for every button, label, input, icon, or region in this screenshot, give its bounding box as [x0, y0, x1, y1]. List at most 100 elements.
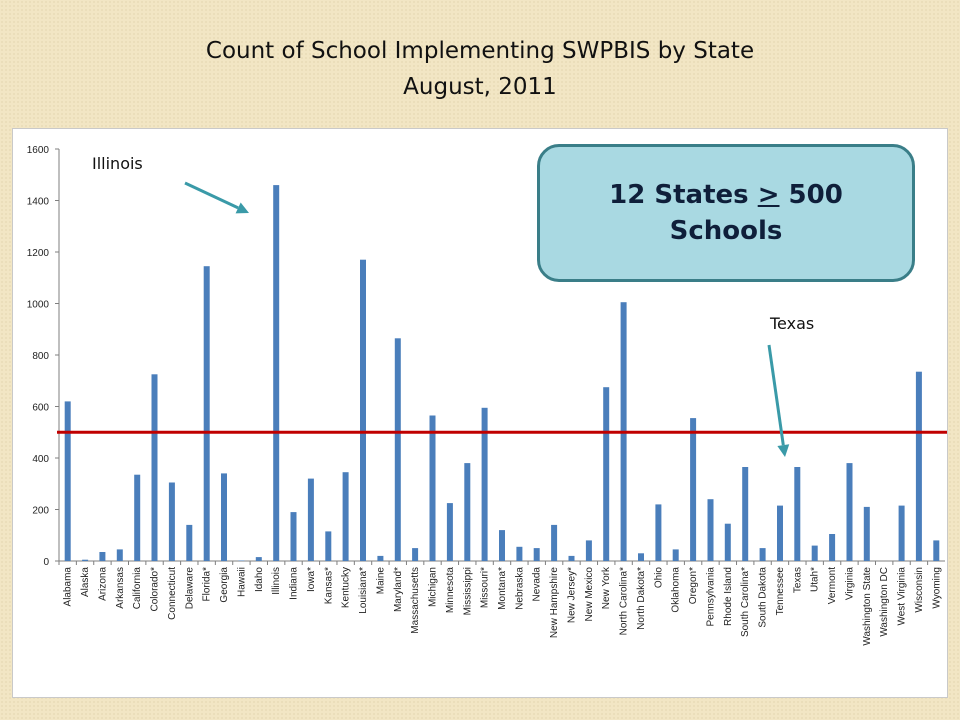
x-tick-label: Ohio	[653, 567, 664, 589]
x-tick-label: Washington DC	[879, 567, 890, 637]
chart-title-block: Count of School Implementing SWPBIS by S…	[0, 33, 960, 105]
y-tick-label: 800	[32, 351, 49, 362]
arrow-head	[777, 444, 790, 457]
annotation-texas: Texas	[770, 314, 815, 333]
callout-line1-pre: 12 States	[609, 180, 758, 210]
bar	[690, 418, 697, 561]
callout-symbol: >	[757, 180, 780, 210]
x-tick-label: Wisconsin	[914, 567, 925, 613]
x-tick-label: Maryland*	[393, 567, 404, 612]
bar	[360, 259, 366, 561]
bar	[603, 387, 610, 561]
bar	[516, 546, 523, 561]
x-tick-label: Washington State	[862, 567, 873, 646]
bar	[134, 474, 141, 561]
bar	[551, 524, 558, 561]
x-tick-label: Massachusetts	[410, 567, 421, 634]
bar	[82, 559, 89, 561]
x-tick-label: North Dakota*	[636, 567, 647, 630]
bar	[794, 467, 801, 561]
bar	[777, 505, 783, 561]
x-tick-label: Idaho	[254, 567, 265, 592]
x-tick-label: Wyoming	[931, 567, 942, 609]
bar	[811, 545, 818, 561]
x-tick-label: Louisiana*	[358, 567, 369, 614]
bar	[168, 482, 175, 561]
x-tick-label: Connecticut	[167, 567, 178, 620]
bar	[898, 505, 905, 561]
y-tick-label: 1200	[27, 248, 50, 259]
x-tick-label: Hawaii	[236, 567, 247, 597]
bar	[429, 415, 436, 561]
bar	[116, 549, 123, 561]
callout-line1: 12 States > 500	[609, 177, 843, 213]
x-tick-label: Rhode Island	[723, 567, 734, 626]
x-tick-label: Oregon*	[688, 567, 699, 604]
bar	[412, 548, 419, 561]
callout-line1-post: 500	[779, 180, 843, 210]
x-tick-label: Georgia	[219, 567, 230, 603]
bar	[394, 338, 401, 561]
bar	[672, 549, 679, 561]
chart-title: Count of School Implementing SWPBIS by S…	[205, 38, 755, 64]
x-tick-label: Texas	[792, 567, 803, 593]
x-tick-label: Pennsylvania	[706, 567, 717, 627]
bar	[846, 463, 853, 561]
bar	[377, 555, 384, 561]
bar	[221, 473, 227, 561]
x-tick-label: Iowa*	[306, 567, 317, 592]
x-tick-label: New York	[601, 566, 612, 609]
x-tick-label: Nebraska	[514, 567, 525, 610]
bar	[446, 503, 453, 561]
bar	[742, 467, 749, 561]
bar	[203, 266, 210, 561]
x-tick-label: Delaware	[184, 567, 195, 610]
x-tick-label: North Carolina*	[619, 567, 630, 635]
x-tick-label: Colorado*	[150, 567, 161, 612]
x-axis-labels: Alabama Alaska Arizona Arkansas California Co…	[58, 561, 942, 646]
bar	[533, 548, 540, 561]
bar	[64, 401, 71, 561]
bar	[186, 524, 193, 561]
arrow-head	[235, 202, 249, 214]
x-tick-label: Mississippi	[462, 567, 473, 615]
bar	[325, 531, 332, 561]
x-tick-label: West Virginia	[897, 567, 908, 626]
x-tick-label: Kentucky	[341, 567, 352, 608]
x-tick-label: Nevada	[532, 567, 543, 602]
x-tick-label: Missouri*	[480, 567, 491, 608]
y-tick-label: 1000	[27, 300, 50, 311]
x-tick-label: Maine	[375, 567, 386, 595]
x-tick-label: South Carolina*	[740, 567, 751, 637]
bar	[655, 504, 662, 561]
bar	[307, 478, 314, 561]
bar	[290, 512, 297, 561]
x-tick-label: Utah*	[810, 567, 821, 592]
bar	[273, 185, 280, 561]
x-tick-label: Arizona	[97, 567, 108, 601]
arrow-shaft	[184, 181, 239, 210]
annotation-arrows	[184, 181, 790, 457]
x-tick-label: Montana*	[497, 567, 508, 610]
x-tick-label: Michigan	[428, 567, 439, 607]
y-tick-label: 400	[32, 454, 49, 465]
bar	[238, 560, 245, 561]
chart-subtitle: August, 2011	[403, 74, 557, 100]
bar	[255, 557, 262, 561]
bar	[568, 555, 575, 561]
bar	[829, 534, 836, 561]
callout-line2: Schools	[669, 216, 783, 246]
x-tick-label: Tennessee	[775, 567, 786, 616]
x-tick-label: New Jersey*	[567, 567, 578, 623]
x-tick-label: Kansas*	[323, 567, 334, 604]
x-tick-label: Oklahoma	[671, 567, 682, 613]
callout-box: 12 States > 500 Schools	[537, 144, 915, 282]
bar	[585, 540, 592, 561]
bar	[638, 553, 644, 561]
bar	[464, 463, 471, 561]
x-tick-label: Florida*	[202, 567, 213, 602]
x-tick-label: Minnesota	[445, 567, 456, 614]
bar	[915, 371, 922, 561]
y-tick-label: 200	[32, 506, 49, 517]
